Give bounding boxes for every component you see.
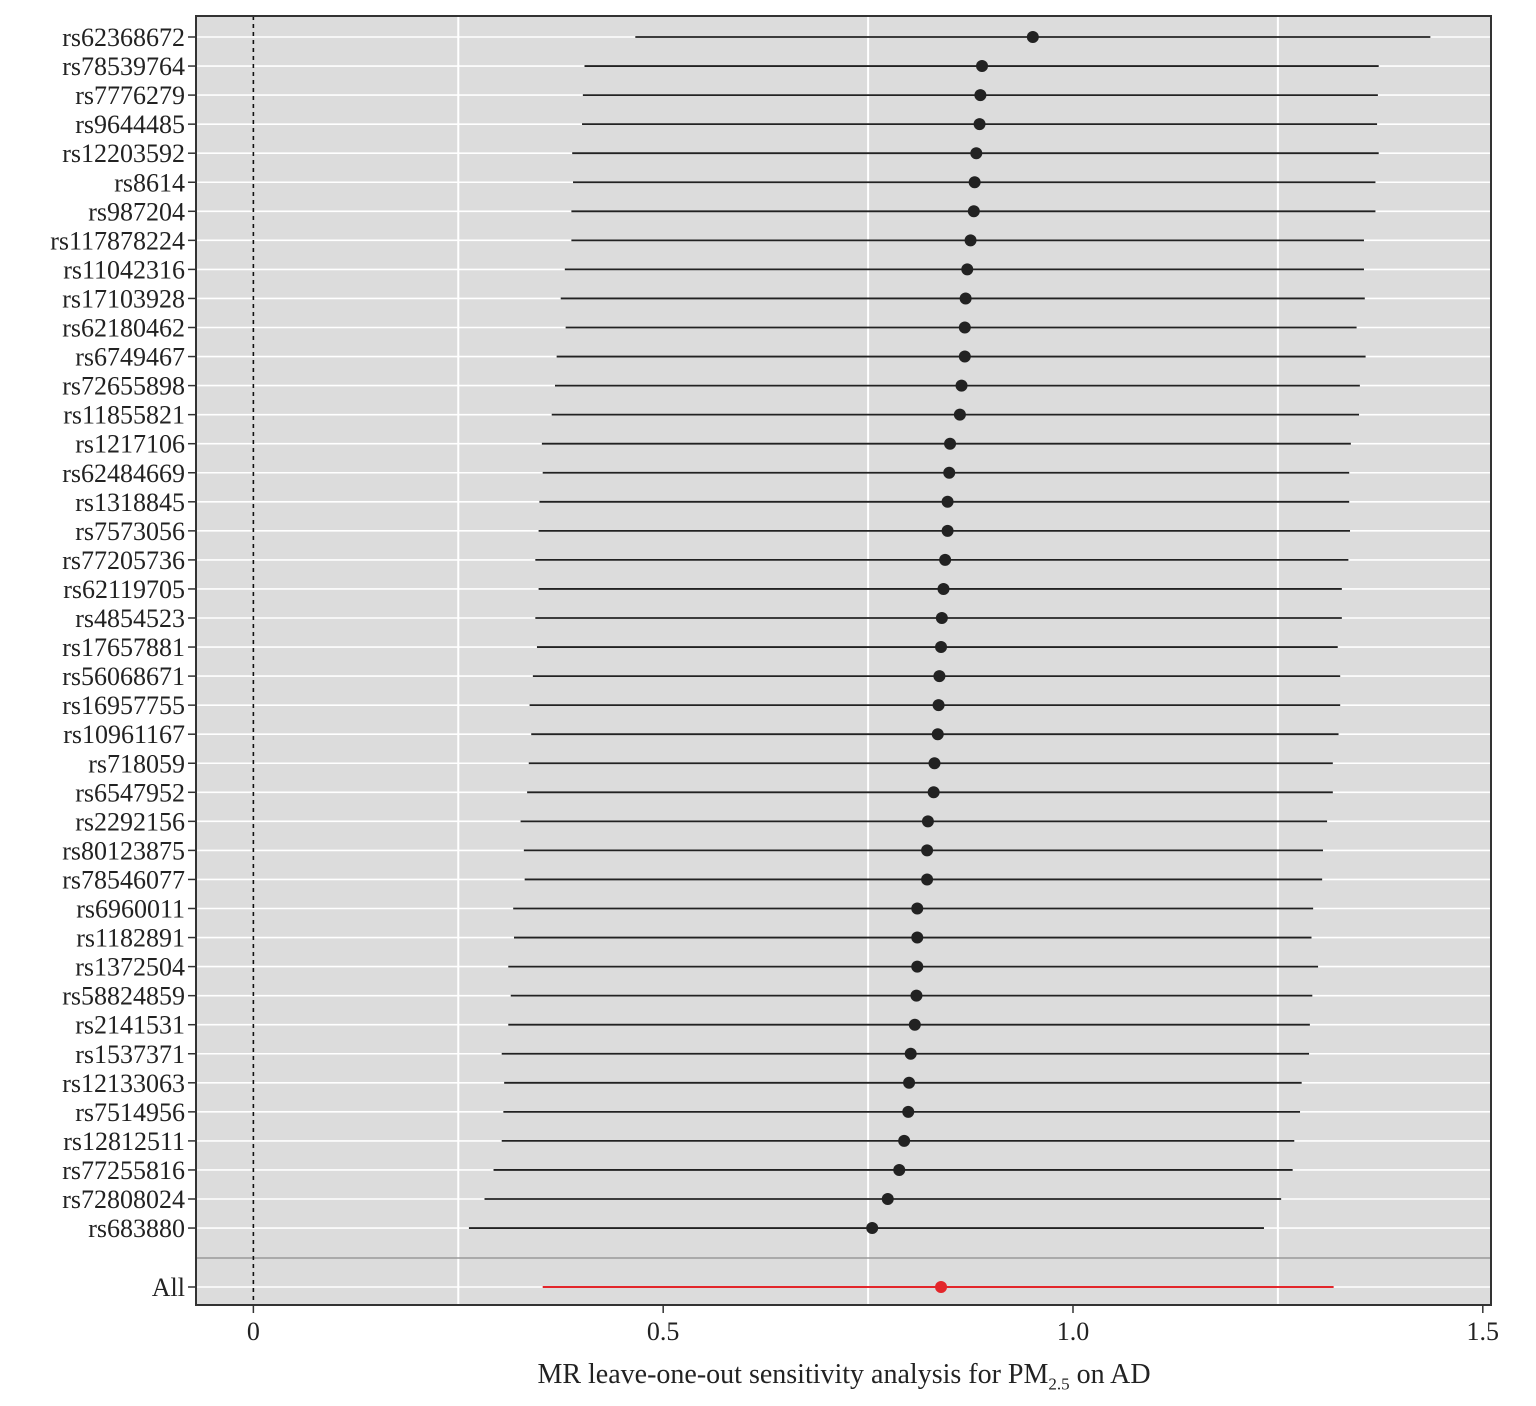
estimate-point xyxy=(908,1018,921,1031)
y-tick-label: rs58824859 xyxy=(62,982,185,1011)
x-tick-label: 0.5 xyxy=(647,1317,680,1346)
estimate-point xyxy=(911,931,924,944)
y-tick-label: rs80123875 xyxy=(62,836,185,865)
estimate-point xyxy=(976,60,989,73)
y-tick-label: rs4854523 xyxy=(75,604,185,633)
estimate-point xyxy=(964,234,977,247)
estimate-point xyxy=(937,582,950,595)
y-tick-label: rs7573056 xyxy=(75,517,185,546)
y-tick-label: rs117878224 xyxy=(50,226,185,255)
x-tick-label: 0 xyxy=(247,1317,260,1346)
estimate-point xyxy=(893,1163,906,1176)
estimate-point xyxy=(933,670,946,683)
estimate-point xyxy=(967,205,980,218)
y-tick-label: rs62119705 xyxy=(63,575,185,604)
y-tick-label: rs8614 xyxy=(114,168,185,197)
estimate-point xyxy=(974,89,987,102)
y-tick-label: rs72655898 xyxy=(62,372,185,401)
x-axis-label-subscript: 2.5 xyxy=(1048,1374,1070,1394)
estimate-point xyxy=(904,1047,917,1060)
y-tick-label: rs78539764 xyxy=(62,52,185,81)
y-tick-label: rs2141531 xyxy=(75,1011,185,1040)
y-tick-label: rs62484669 xyxy=(62,459,185,488)
y-tick-label: rs7514956 xyxy=(75,1098,185,1127)
y-tick-label: rs72808024 xyxy=(62,1185,185,1214)
y-tick-label: rs16957755 xyxy=(62,691,185,720)
y-tick-label: rs17103928 xyxy=(62,284,185,313)
estimate-point xyxy=(1026,31,1039,43)
y-tick-label: rs17657881 xyxy=(62,633,185,662)
y-tick-label: rs62180462 xyxy=(62,314,185,343)
estimate-point xyxy=(961,263,974,276)
x-tick-label: 1.5 xyxy=(1467,1317,1500,1346)
y-tick-label: rs2292156 xyxy=(75,807,185,836)
estimate-point xyxy=(910,989,923,1002)
estimate-point xyxy=(911,960,924,973)
estimate-point xyxy=(911,902,924,915)
plot-panel xyxy=(196,16,1491,1305)
estimate-point xyxy=(943,466,956,479)
y-tick-label: rs77205736 xyxy=(62,546,185,575)
y-tick-label: rs9644485 xyxy=(75,110,185,139)
estimate-point xyxy=(921,844,934,857)
estimate-point xyxy=(944,437,957,450)
y-tick-label: rs11042316 xyxy=(63,255,185,284)
y-tick-label: rs7776279 xyxy=(75,81,185,110)
estimate-point xyxy=(921,873,934,886)
y-tick-label: rs6960011 xyxy=(76,895,185,924)
y-tick-label: rs1182891 xyxy=(76,924,185,953)
y-tick-label: rs1537371 xyxy=(75,1040,185,1069)
y-tick-label: rs1372504 xyxy=(75,953,185,982)
estimate-point xyxy=(932,699,945,712)
estimate-point xyxy=(959,292,972,305)
estimate-point xyxy=(898,1134,911,1147)
y-tick-label: rs1217106 xyxy=(75,430,185,459)
y-tick-label: rs10961167 xyxy=(63,720,185,749)
estimate-point xyxy=(958,321,971,334)
x-axis-label-prefix: MR leave-one-out sensitivity analysis fo… xyxy=(537,1359,1049,1390)
estimate-point xyxy=(928,757,941,770)
y-tick-label: rs683880 xyxy=(88,1214,185,1243)
y-tick-label: rs12133063 xyxy=(62,1069,185,1098)
estimate-point xyxy=(958,350,971,363)
estimate-point xyxy=(935,612,948,624)
summary-estimate-point xyxy=(935,1281,948,1293)
estimate-point xyxy=(941,495,954,508)
estimate-point xyxy=(902,1105,915,1118)
estimate-point xyxy=(973,118,986,131)
y-tick-label: rs6547952 xyxy=(75,778,185,807)
estimate-point xyxy=(953,408,966,421)
estimate-point xyxy=(866,1222,879,1235)
estimate-point xyxy=(968,176,981,189)
y-tick-label: rs12812511 xyxy=(63,1127,185,1156)
y-tick-label: rs718059 xyxy=(88,749,185,778)
y-tick-label: rs6749467 xyxy=(75,343,185,372)
x-tick-label: 1.0 xyxy=(1057,1317,1090,1346)
estimate-point xyxy=(921,815,934,828)
estimate-point xyxy=(927,786,940,799)
y-tick-label: rs62368672 xyxy=(62,23,185,52)
plot-border xyxy=(195,15,1492,1306)
estimate-point xyxy=(931,728,944,741)
estimate-point xyxy=(955,379,968,392)
y-tick-label: rs987204 xyxy=(88,197,185,226)
y-tick-label: rs1318845 xyxy=(75,488,185,517)
y-tick-label: rs78546077 xyxy=(62,865,185,894)
y-tick-label: rs11855821 xyxy=(63,401,185,430)
estimate-point xyxy=(881,1193,894,1205)
y-tick-label: rs77255816 xyxy=(62,1156,185,1185)
estimate-point xyxy=(935,641,948,654)
y-tick-label-summary: All xyxy=(152,1273,185,1302)
estimate-point xyxy=(903,1076,916,1089)
estimate-point xyxy=(939,553,952,566)
estimate-point xyxy=(941,524,954,537)
estimate-point xyxy=(970,147,983,160)
y-tick-label: rs56068671 xyxy=(62,662,185,691)
y-tick-label: rs12203592 xyxy=(62,139,185,168)
x-axis-label-suffix: on AD xyxy=(1069,1359,1151,1390)
x-axis-label: MR leave-one-out sensitivity analysis fo… xyxy=(196,1359,1492,1395)
